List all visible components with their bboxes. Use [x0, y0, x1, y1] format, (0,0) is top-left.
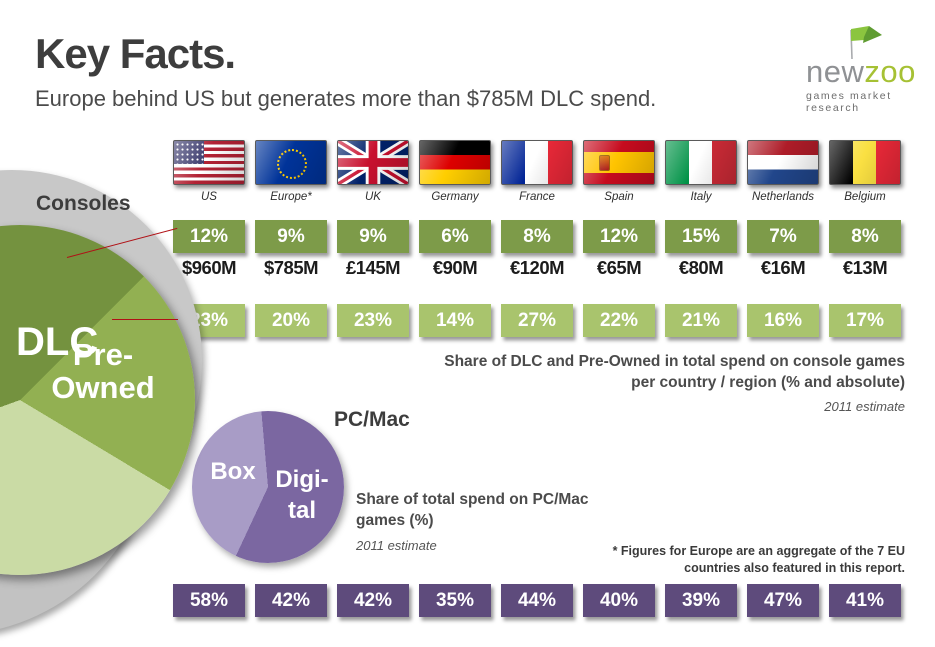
pcmac-digital-share-box: 44% — [501, 584, 573, 617]
logo-tagline: games market research — [806, 90, 892, 114]
pcmac-digital-share-box: 58% — [173, 584, 245, 617]
page-subtitle: Europe behind US but generates more than… — [35, 86, 657, 111]
preowned-share-box: 17% — [829, 304, 901, 337]
dlc-share-box: 8% — [829, 220, 901, 253]
preowned-slice-label: Pre- Owned — [28, 338, 178, 405]
country-label: Spain — [604, 191, 634, 203]
digital-line2: tal — [287, 497, 316, 525]
console-caption: Share of DLC and Pre-Owned in total spen… — [444, 353, 905, 391]
dlc-share-box: 12% — [583, 220, 655, 253]
preowned-share-box: 16% — [747, 304, 819, 337]
dlc-slice-label: DLC — [16, 320, 99, 364]
flag-spain-icon — [583, 140, 655, 185]
flag-us-icon — [173, 140, 245, 185]
newzoo-wordmark: newzoo — [806, 54, 916, 90]
column-belgium: Belgium 8% €13M 17% 41% — [829, 140, 901, 630]
page-title: Key Facts. — [35, 30, 236, 77]
digital-line1: Digi- — [275, 466, 329, 493]
preowned-share-box: 22% — [583, 304, 655, 337]
preowned-connector-line — [112, 319, 178, 320]
pcmac-digital-share-box: 41% — [829, 584, 901, 617]
pcmac-title: PC/Mac — [334, 408, 410, 431]
dlc-share-box: 12% — [173, 220, 245, 253]
column-spain: Spain 12% €65M 22% 40% — [583, 140, 655, 630]
dlc-share-box: 9% — [255, 220, 327, 253]
country-label: US — [201, 191, 217, 203]
dlc-absolute-value: €65M — [596, 257, 642, 278]
pcmac-digital-share-box: 42% — [255, 584, 327, 617]
flag-eu-icon — [255, 140, 327, 185]
consoles-label: Consoles — [36, 192, 131, 215]
digital-slice-label: Digi- tal — [262, 464, 342, 526]
column-europe: Europe* 9% $785M 20% 42% — [255, 140, 327, 630]
console-estimate-note: 2011 estimate — [824, 399, 905, 414]
dlc-absolute-value: $960M — [181, 257, 237, 278]
column-germany: Germany 6% €90M 14% 35% — [419, 140, 491, 630]
dlc-share-box: 8% — [501, 220, 573, 253]
country-label: UK — [365, 191, 381, 203]
country-label: Italy — [690, 191, 712, 203]
logo-text-zoo: zoo — [864, 54, 916, 89]
country-label: Belgium — [844, 191, 886, 203]
column-us: US 12% $960M 23% 58% — [173, 140, 245, 630]
column-netherlands: Netherlands 7% €16M 16% 47% — [747, 140, 819, 630]
preowned-share-box: 14% — [419, 304, 491, 337]
pcmac-digital-share-box: 47% — [747, 584, 819, 617]
country-label: Germany — [431, 191, 479, 203]
dlc-absolute-value: €13M — [842, 257, 888, 278]
dlc-absolute-value: €16M — [760, 257, 806, 278]
preowned-share-box: 27% — [501, 304, 573, 337]
pcmac-estimate-note: 2011 estimate — [356, 538, 437, 553]
box-slice-label: Box — [210, 458, 256, 485]
dlc-share-box: 7% — [747, 220, 819, 253]
dlc-share-box: 9% — [337, 220, 409, 253]
pcmac-digital-share-box: 39% — [665, 584, 737, 617]
preowned-line1: Pre- — [72, 337, 134, 372]
flag-belgium-icon — [829, 140, 901, 185]
logo-text-new: new — [806, 54, 865, 89]
dlc-share-box: 15% — [665, 220, 737, 253]
preowned-line2: Owned — [51, 370, 155, 406]
column-uk: UK 9% £145M 23% 42% — [337, 140, 409, 630]
flag-france-icon — [501, 140, 573, 185]
flag-germany-icon — [419, 140, 491, 185]
newzoo-flag-icon — [850, 26, 882, 60]
pcmac-caption: Share of total spend on PC/Mac games (%) — [356, 491, 589, 529]
pcmac-digital-share-box: 40% — [583, 584, 655, 617]
preowned-share-box: 23% — [337, 304, 409, 337]
newzoo-logo: newzoo games market research — [800, 24, 916, 114]
pcmac-digital-share-box: 42% — [337, 584, 409, 617]
pcmac-digital-share-box: 35% — [419, 584, 491, 617]
pcmac-pie — [192, 411, 344, 563]
dlc-absolute-value: €90M — [432, 257, 478, 278]
country-label: France — [519, 191, 555, 203]
column-italy: Italy 15% €80M 21% 39% — [665, 140, 737, 630]
flag-netherlands-icon — [747, 140, 819, 185]
flag-italy-icon — [665, 140, 737, 185]
dlc-absolute-value: $785M — [263, 257, 319, 278]
dlc-absolute-value: €120M — [509, 257, 565, 278]
preowned-share-box: 21% — [665, 304, 737, 337]
preowned-share-box: 20% — [255, 304, 327, 337]
flag-uk-icon — [337, 140, 409, 185]
column-france: France 8% €120M 27% 44% — [501, 140, 573, 630]
dlc-absolute-value: €80M — [678, 257, 724, 278]
europe-footnote: * Figures for Europe are an aggregate of… — [612, 544, 905, 575]
country-label: Netherlands — [751, 191, 814, 203]
dlc-absolute-value: £145M — [345, 257, 401, 278]
dlc-share-box: 6% — [419, 220, 491, 253]
country-label: Europe* — [270, 191, 312, 203]
